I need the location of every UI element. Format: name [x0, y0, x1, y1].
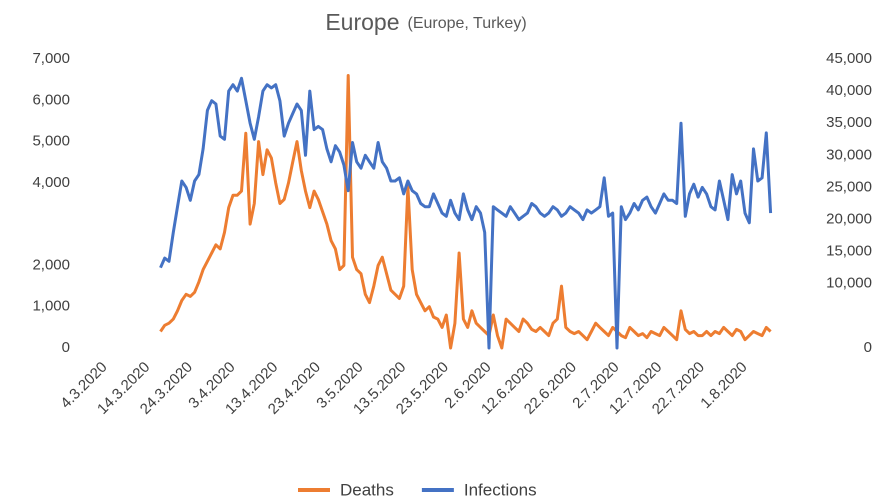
y2-tick-label: 25,000: [826, 178, 872, 195]
y2-tick-label: 0: [864, 339, 872, 356]
y-tick-label: 5,000: [32, 133, 70, 150]
legend-label: Deaths: [340, 480, 394, 499]
x-tick-label: 1.8.2020: [697, 359, 750, 412]
y-tick-label: 1,000: [32, 298, 70, 315]
chart-title-group: Europe (Europe, Turkey): [325, 9, 526, 35]
y-tick-label: 6,000: [32, 91, 70, 108]
y2-tick-label: 20,000: [826, 211, 872, 228]
y2-tick-label: 10,000: [826, 275, 872, 292]
y2-tick-label: 30,000: [826, 146, 872, 163]
y2-tick-label: 45,000: [826, 50, 872, 67]
y-tick-label: 2,000: [32, 256, 70, 273]
chart-title: Europe: [325, 9, 399, 35]
y2-tick-label: 15,000: [826, 243, 872, 260]
y-tick-label: 4,000: [32, 174, 70, 191]
legend-label: Infections: [464, 480, 537, 499]
y2-tick-label: 40,000: [826, 82, 872, 99]
y-tick-label: 0: [62, 339, 70, 356]
y2-tick-label: 35,000: [826, 114, 872, 131]
series-line: [159, 76, 773, 350]
chart-subtitle: (Europe, Turkey): [408, 15, 527, 32]
y-tick-label: 7,000: [32, 50, 70, 67]
series-line: [159, 74, 772, 350]
